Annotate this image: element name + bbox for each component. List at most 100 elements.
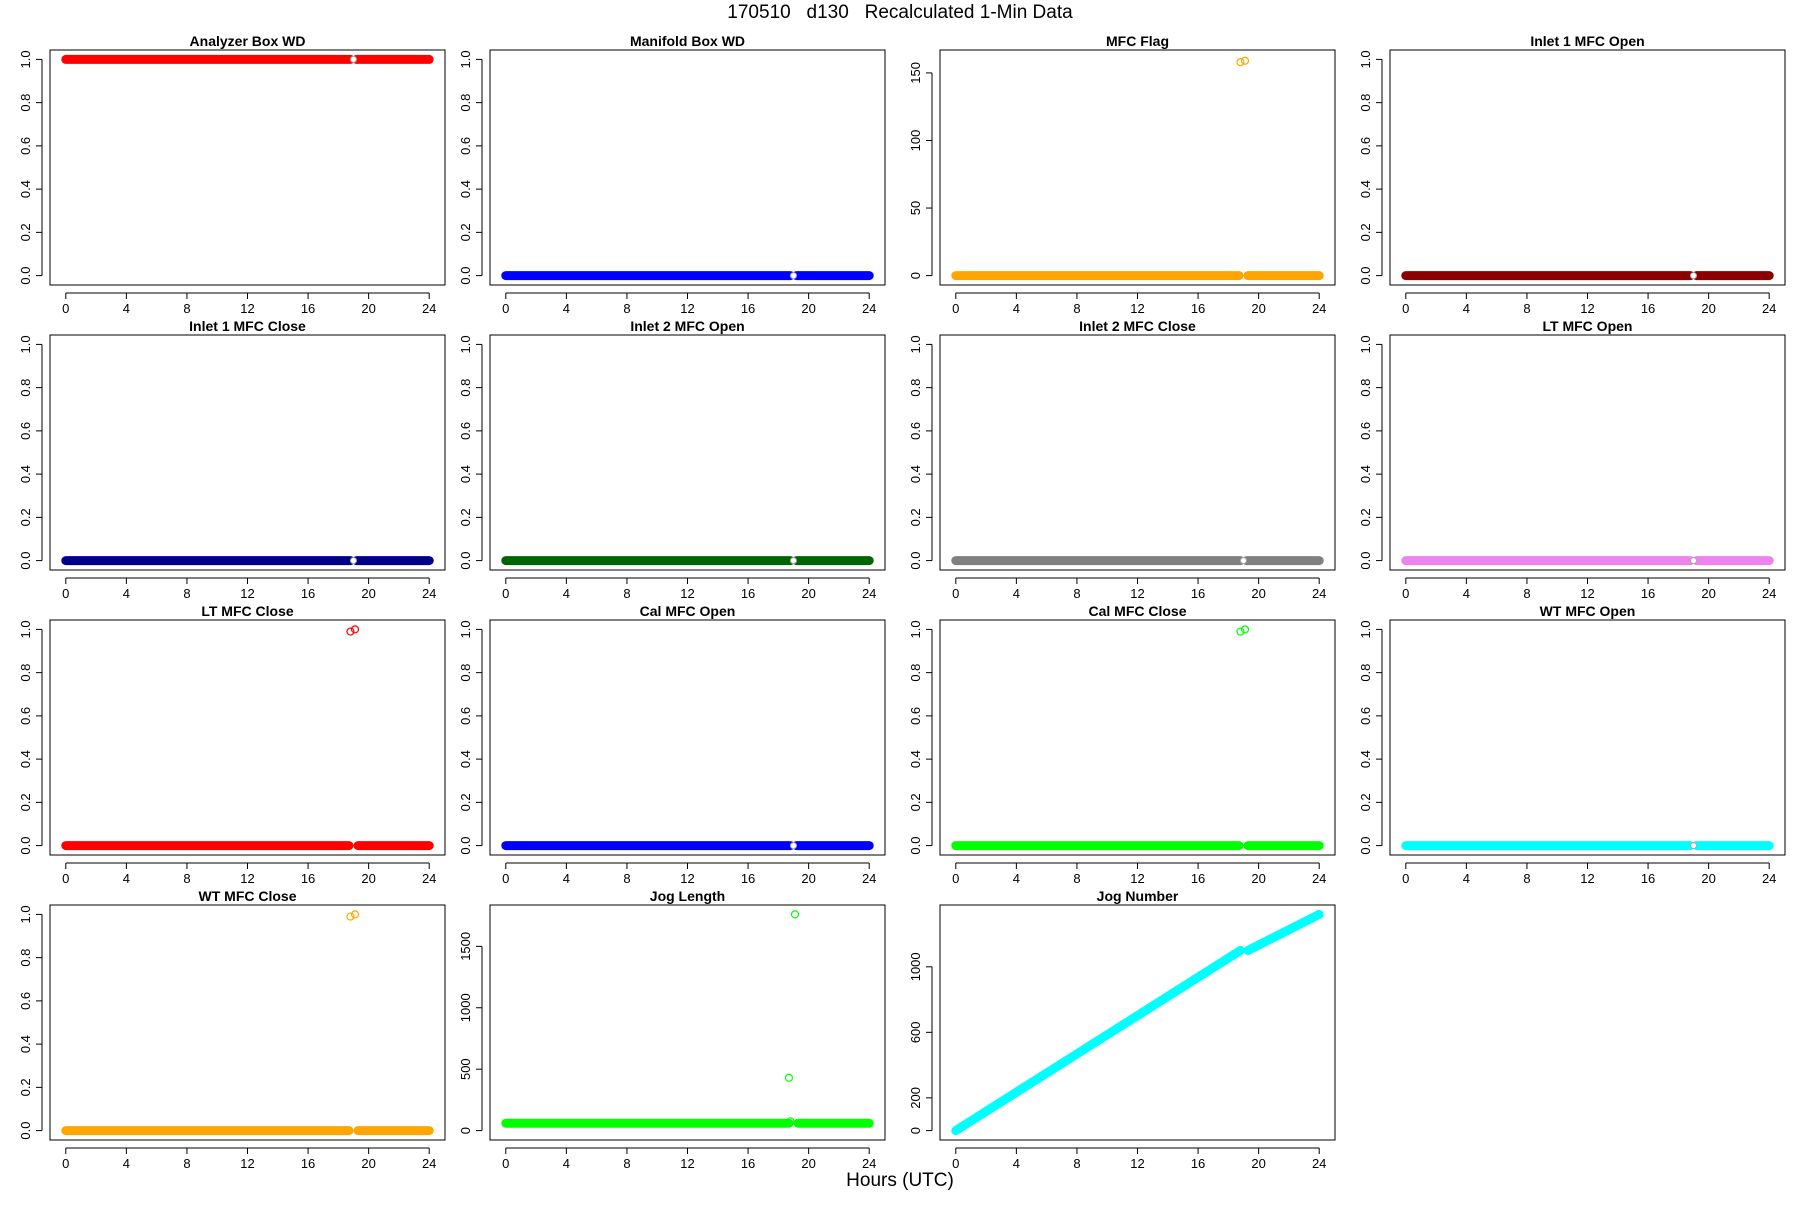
- y-tick-label: 1.0: [18, 50, 33, 68]
- y-tick-label: 0.4: [458, 465, 473, 483]
- x-tick-label: 16: [1191, 1156, 1205, 1171]
- y-tick-label: 0.6: [1358, 137, 1373, 155]
- plot-frame: [49, 49, 446, 286]
- y-tick-label: 0.6: [458, 137, 473, 155]
- y-tick-label: 0.0: [1358, 552, 1373, 570]
- y-tick-label: 0: [458, 1127, 473, 1134]
- y-tick-label: 1.0: [18, 620, 33, 638]
- gap-marker: [1689, 842, 1697, 850]
- x-tick-label: 4: [1463, 586, 1470, 601]
- x-tick-label: 20: [801, 301, 815, 316]
- data-point: [786, 1117, 795, 1126]
- panel-title: Jog Length: [650, 888, 725, 904]
- plot-frame: [489, 49, 886, 286]
- y-tick-label: 0.6: [18, 422, 33, 440]
- plot-frame: [49, 334, 446, 571]
- x-tick-label: 0: [62, 1156, 69, 1171]
- x-axis-label: Hours (UTC): [846, 1170, 954, 1191]
- plot-frame: [489, 334, 886, 571]
- y-tick-label: 0.2: [458, 793, 473, 811]
- y-tick-label: 0.0: [1358, 267, 1373, 285]
- x-tick-label: 8: [1523, 586, 1530, 601]
- x-tick-label: 20: [361, 1156, 375, 1171]
- panel-6: Inlet 2 MFC Close 0 4 8 12 16 20 24 0.0 0.2 0.4 0.6…: [908, 318, 1336, 601]
- x-tick-label: 4: [123, 586, 130, 601]
- panel-title: Manifold Box WD: [630, 33, 745, 49]
- y-tick-label: 0.8: [18, 94, 33, 112]
- x-tick-label: 8: [623, 1156, 630, 1171]
- panel-title: WT MFC Close: [199, 888, 297, 904]
- x-tick-label: 16: [1641, 871, 1655, 886]
- y-tick-label: 0.8: [458, 664, 473, 682]
- x-tick-label: 20: [801, 871, 815, 886]
- x-tick-label: 16: [741, 1156, 755, 1171]
- y-tick-label: 0.0: [18, 1122, 33, 1140]
- x-tick-label: 16: [301, 301, 315, 316]
- x-tick-label: 0: [502, 586, 509, 601]
- y-tick-label: 0.8: [18, 664, 33, 682]
- x-tick-label: 4: [563, 586, 570, 601]
- panel-9: Cal MFC Open 0 4 8 12 16 20 24 0.0 0.2 0.4 0.6 0.8 1.…: [458, 603, 886, 886]
- panel-title: Cal MFC Open: [640, 603, 736, 619]
- gap-marker: [349, 55, 357, 63]
- y-tick-label: 0.6: [1358, 707, 1373, 725]
- panel-10: Cal MFC Close 0 4 8 12 16 20 24 0.0 0.2 0.4 0.6 0.8 1…: [908, 603, 1336, 886]
- y-tick-label: 0.4: [18, 750, 33, 768]
- y-tick-label: 0.8: [18, 949, 33, 967]
- y-tick-label: 1.0: [1358, 50, 1373, 68]
- x-tick-label: 12: [1580, 871, 1594, 886]
- x-tick-label: 4: [1463, 301, 1470, 316]
- x-tick-label: 12: [240, 1156, 254, 1171]
- x-tick-label: 0: [62, 301, 69, 316]
- y-tick-label: 200: [908, 1087, 923, 1109]
- x-tick-label: 24: [862, 871, 876, 886]
- x-tick-label: 8: [623, 586, 630, 601]
- x-tick-label: 16: [1641, 586, 1655, 601]
- x-tick-label: 20: [801, 1156, 815, 1171]
- data-point: [1236, 627, 1245, 636]
- gap-marker: [789, 557, 797, 565]
- x-tick-label: 24: [862, 301, 876, 316]
- y-tick-label: 0.2: [908, 793, 923, 811]
- y-tick-label: 150: [908, 62, 923, 84]
- x-tick-label: 0: [502, 1156, 509, 1171]
- data-point: [346, 627, 355, 636]
- panel-3: Inlet 1 MFC Open 0 4 8 12 16 20 24 0.0 0.2 0.4 0.6 0…: [1358, 33, 1786, 316]
- x-tick-label: 0: [952, 1156, 959, 1171]
- y-tick-label: 1000: [908, 952, 923, 981]
- x-tick-label: 24: [862, 1156, 876, 1171]
- y-tick-label: 0.4: [458, 750, 473, 768]
- y-tick-label: 0.8: [908, 664, 923, 682]
- data-point: [346, 912, 355, 921]
- panel-5: Inlet 2 MFC Open 0 4 8 12 16 20 24 0.0 0.2 0.4 0.6 0…: [458, 318, 886, 601]
- y-tick-label: 0.8: [18, 379, 33, 397]
- data-point: [350, 910, 360, 919]
- plot-frame: [1389, 334, 1786, 571]
- x-tick-label: 12: [1130, 586, 1144, 601]
- x-tick-label: 12: [1130, 1156, 1144, 1171]
- y-tick-label: 0.6: [908, 707, 923, 725]
- plot-frame: [1389, 49, 1786, 286]
- x-tick-label: 24: [422, 1156, 436, 1171]
- x-tick-label: 12: [680, 301, 694, 316]
- x-tick-label: 8: [1073, 586, 1080, 601]
- panel-12: WT MFC Close 0 4 8 12 16 20 24 0.0 0.2 0.4 0.6 0.8 1.…: [18, 888, 446, 1171]
- x-tick-label: 4: [123, 871, 130, 886]
- y-tick-label: 0.2: [18, 793, 33, 811]
- y-tick-label: 500: [458, 1058, 473, 1080]
- panel-title: Inlet 1 MFC Close: [189, 318, 306, 334]
- panel-title: Jog Number: [1097, 888, 1179, 904]
- gap-marker: [789, 272, 797, 280]
- panel-2: MFC Flag 0 4 8 12 16 20 24 0 50 100 150: [908, 33, 1336, 316]
- x-tick-label: 4: [1463, 871, 1470, 886]
- x-tick-label: 16: [1641, 301, 1655, 316]
- y-tick-label: 0.8: [458, 94, 473, 112]
- x-tick-label: 12: [680, 586, 694, 601]
- data-point: [790, 910, 800, 919]
- x-tick-label: 16: [1191, 586, 1205, 601]
- x-tick-label: 8: [183, 1156, 190, 1171]
- y-tick-label: 1.0: [18, 905, 33, 923]
- x-tick-label: 16: [301, 871, 315, 886]
- x-tick-label: 20: [361, 871, 375, 886]
- panel-title: Inlet 2 MFC Close: [1079, 318, 1196, 334]
